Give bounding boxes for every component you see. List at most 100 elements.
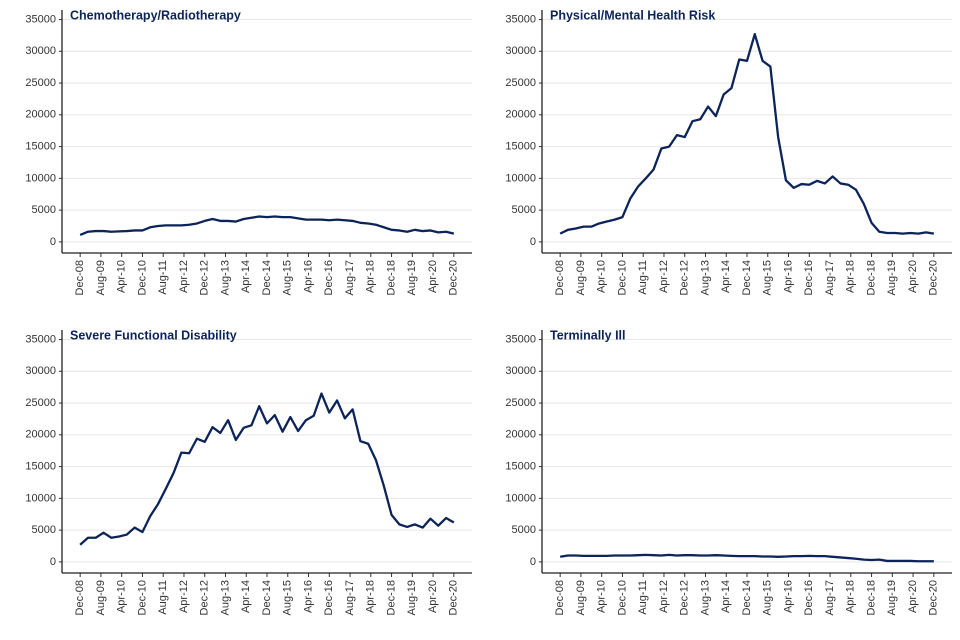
x-tick-label: Apr-12 [178,260,190,293]
x-tick-label: Dec-14 [261,580,273,615]
x-tick-label: Apr-20 [907,580,919,613]
x-tick-label: Apr-16 [302,580,314,613]
data-line [559,32,935,235]
x-tick-label: Apr-16 [302,260,314,293]
x-tick-label: Apr-18 [845,260,857,293]
x-tick-label: Aug-11 [637,260,649,295]
x-tick-label: Aug-17 [344,260,356,295]
y-tick-label: 30000 [505,365,536,377]
y-tick-label: 25000 [505,77,536,89]
x-tick-label: Dec-12 [679,260,691,295]
x-tick-label: Dec-16 [323,260,335,295]
x-tick-label: Aug-17 [824,580,836,615]
x-tick-label: Apr-20 [907,260,919,293]
x-tick-label: Aug-15 [282,260,294,295]
panel-title: Terminally Ill [550,328,626,342]
x-tick-label: Aug-15 [762,260,774,295]
x-tick-label: Apr-12 [178,580,190,613]
x-tick-label: Apr-20 [427,580,439,613]
x-tick-label: Dec-10 [136,260,148,295]
data-line [79,392,455,546]
y-tick-label: 30000 [505,45,536,57]
x-tick-label: Apr-12 [658,260,670,293]
x-tick-label: Aug-09 [95,580,107,615]
x-tick-label: Aug-09 [575,580,587,615]
y-tick-label: 0 [530,236,536,248]
x-tick-label: Apr-10 [116,260,128,293]
x-tick-label: Dec-10 [136,580,148,615]
x-tick-label: Dec-16 [323,580,335,615]
y-tick-label: 10000 [25,492,56,504]
panel-title: Physical/Mental Health Risk [550,8,715,22]
y-tick-label: 25000 [25,77,56,89]
x-tick-label: Dec-16 [803,580,815,615]
x-tick-label: Dec-12 [199,260,211,295]
x-tick-label: Dec-08 [554,580,566,615]
x-tick-label: Apr-10 [116,580,128,613]
y-tick-label: 20000 [25,429,56,441]
y-tick-label: 5000 [32,524,56,536]
x-tick-label: Dec-14 [261,260,273,295]
x-tick-label: Aug-13 [219,260,231,295]
y-tick-label: 15000 [505,460,536,472]
x-tick-label: Aug-15 [762,580,774,615]
y-tick-label: 25000 [25,397,56,409]
x-tick-label: Apr-14 [240,580,252,613]
x-tick-label: Aug-11 [157,260,169,295]
y-tick-label: 15000 [505,140,536,152]
y-tick-label: 0 [50,236,56,248]
y-tick-label: 35000 [25,13,56,25]
y-tick-label: 35000 [505,333,536,345]
y-tick-label: 35000 [505,13,536,25]
x-tick-label: Apr-10 [596,580,608,613]
x-tick-label: Apr-20 [427,260,439,293]
y-tick-label: 30000 [25,365,56,377]
y-tick-label: 35000 [25,333,56,345]
data-line [79,215,455,236]
x-tick-label: Dec-18 [385,580,397,615]
x-tick-label: Dec-08 [554,260,566,295]
y-tick-label: 20000 [25,109,56,121]
x-tick-label: Dec-20 [928,260,940,295]
x-tick-label: Apr-10 [596,260,608,293]
x-tick-label: Aug-13 [699,580,711,615]
x-tick-label: Apr-14 [720,260,732,293]
y-tick-label: 20000 [505,429,536,441]
y-tick-label: 15000 [25,460,56,472]
x-tick-label: Dec-18 [865,260,877,295]
x-tick-label: Aug-19 [406,580,418,615]
x-tick-label: Apr-14 [240,260,252,293]
x-tick-label: Dec-18 [385,260,397,295]
x-tick-label: Apr-16 [782,260,794,293]
x-tick-label: Dec-14 [741,260,753,295]
x-tick-label: Dec-12 [679,580,691,615]
x-tick-label: Aug-19 [406,260,418,295]
x-tick-label: Apr-16 [782,580,794,613]
x-tick-label: Dec-14 [741,580,753,615]
x-tick-label: Aug-15 [282,580,294,615]
x-tick-label: Dec-18 [865,580,877,615]
x-tick-label: Aug-17 [344,580,356,615]
panel-title: Chemotherapy/Radiotherapy [70,8,241,22]
x-tick-label: Apr-14 [720,580,732,613]
y-tick-label: 5000 [512,204,536,216]
y-tick-label: 10000 [25,172,56,184]
y-tick-label: 0 [50,556,56,568]
x-tick-label: Apr-18 [365,260,377,293]
x-tick-label: Dec-10 [616,260,628,295]
y-tick-label: 10000 [505,172,536,184]
x-tick-label: Dec-10 [616,580,628,615]
x-tick-label: Aug-11 [637,580,649,615]
x-tick-label: Aug-19 [886,580,898,615]
x-tick-label: Dec-20 [448,580,460,615]
x-tick-label: Aug-19 [886,260,898,295]
x-tick-label: Dec-08 [74,580,86,615]
y-tick-label: 10000 [505,492,536,504]
x-tick-label: Dec-20 [928,580,940,615]
y-tick-label: 0 [530,556,536,568]
x-tick-label: Aug-13 [219,580,231,615]
x-tick-label: Apr-18 [365,580,377,613]
x-tick-label: Dec-12 [199,580,211,615]
y-tick-label: 5000 [32,204,56,216]
